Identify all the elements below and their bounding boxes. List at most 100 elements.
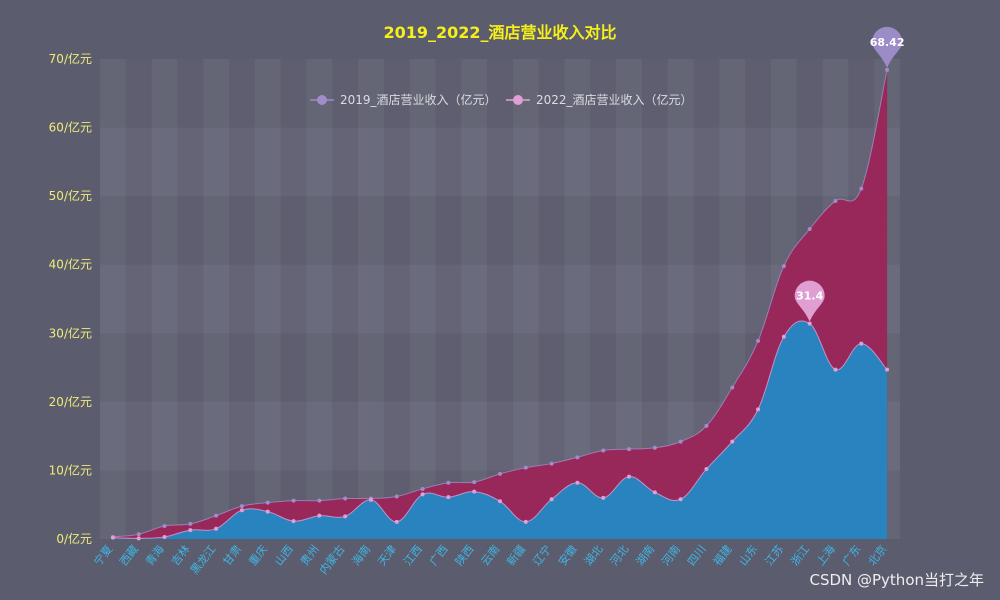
data-point-0-6[interactable] [265, 500, 270, 505]
x-tick-label: 福建 [710, 542, 735, 568]
chart-title: 2019_2022_酒店营业收入对比 [383, 23, 616, 42]
y-tick-label: 30/亿元 [49, 325, 92, 340]
data-point-1-8[interactable] [317, 513, 322, 518]
y-tick-label: 60/亿元 [49, 120, 92, 135]
data-point-0-22[interactable] [678, 439, 683, 444]
data-point-0-29[interactable] [859, 186, 864, 191]
data-point-1-18[interactable] [575, 480, 580, 485]
data-point-1-29[interactable] [859, 341, 864, 346]
data-point-0-24[interactable] [730, 385, 735, 390]
data-point-1-17[interactable] [549, 497, 554, 502]
data-point-1-27[interactable] [807, 321, 812, 326]
data-point-1-2[interactable] [162, 534, 167, 539]
data-point-0-20[interactable] [627, 447, 632, 452]
data-point-1-14[interactable] [472, 489, 477, 494]
data-point-1-9[interactable] [343, 514, 348, 519]
x-tick-label: 湖南 [633, 543, 657, 568]
data-point-0-16[interactable] [523, 465, 528, 470]
data-point-1-15[interactable] [498, 499, 502, 504]
data-point-1-24[interactable] [730, 439, 735, 444]
data-point-0-4[interactable] [214, 513, 219, 518]
data-point-0-3[interactable] [188, 521, 193, 526]
legend-marker-2022 [513, 95, 523, 105]
data-point-1-20[interactable] [627, 474, 632, 479]
legend-label-2019: 2019_酒店营业收入（亿元） [340, 92, 497, 107]
data-point-1-1[interactable] [136, 536, 141, 541]
data-point-0-27[interactable] [807, 227, 812, 232]
data-point-1-3[interactable] [188, 528, 193, 533]
legend[interactable]: 2019_酒店营业收入（亿元） 2022_酒店营业收入（亿元） [310, 92, 693, 107]
data-point-1-25[interactable] [756, 407, 761, 412]
data-point-0-28[interactable] [833, 198, 838, 203]
legend-item-2022[interactable]: 2022_酒店营业收入（亿元） [506, 92, 693, 107]
x-tick-label: 重庆 [246, 542, 271, 568]
data-point-1-26[interactable] [781, 334, 786, 339]
x-tick-label: 青海 [142, 542, 167, 568]
grid-band [229, 59, 255, 539]
annotation-pin-0: 68.42 [870, 26, 904, 68]
x-tick-label: 新疆 [504, 542, 529, 568]
annotation-pins: 68.42 31.4 [794, 26, 904, 322]
data-point-0-9[interactable] [343, 496, 348, 501]
data-markers [110, 67, 890, 541]
data-point-1-12[interactable] [420, 492, 425, 497]
x-tick-label: 海南 [349, 542, 374, 568]
data-point-0-8[interactable] [317, 498, 322, 503]
x-tick-label: 上海 [813, 542, 838, 568]
x-tick-label: 湖北 [582, 543, 606, 568]
data-point-1-22[interactable] [678, 497, 683, 502]
data-point-1-21[interactable] [652, 490, 657, 495]
x-tick-label: 四川 [685, 543, 709, 568]
data-point-0-1[interactable] [136, 532, 141, 537]
x-tick-label: 江西 [401, 543, 425, 568]
data-point-0-5[interactable] [239, 504, 244, 509]
x-tick-label: 陕西 [452, 542, 477, 568]
data-point-0-2[interactable] [162, 523, 167, 528]
data-point-1-5[interactable] [239, 508, 244, 513]
data-point-0-18[interactable] [575, 455, 580, 460]
data-point-0-26[interactable] [781, 264, 786, 269]
data-point-1-13[interactable] [446, 495, 451, 500]
data-point-1-10[interactable] [368, 497, 373, 502]
grid-band [435, 59, 462, 539]
data-point-0-12[interactable] [420, 486, 425, 491]
data-point-1-28[interactable] [833, 367, 838, 372]
data-point-1-6[interactable] [265, 509, 270, 514]
x-tick-label: 广西 [427, 543, 451, 568]
data-point-1-23[interactable] [704, 467, 709, 472]
data-point-0-13[interactable] [446, 480, 451, 485]
grid-band [487, 59, 513, 539]
data-point-1-0[interactable] [110, 535, 115, 540]
grid-band [332, 59, 359, 539]
data-point-1-7[interactable] [291, 519, 296, 524]
data-point-1-19[interactable] [601, 495, 606, 500]
x-tick-label: 安徽 [555, 542, 580, 568]
data-point-0-7[interactable] [291, 498, 296, 503]
grid-band [280, 59, 307, 539]
grid-band [177, 59, 204, 539]
x-tick-label: 广东 [840, 543, 864, 568]
x-tick-label: 天津 [375, 543, 399, 568]
data-point-1-11[interactable] [394, 519, 399, 524]
data-point-0-19[interactable] [601, 448, 606, 453]
data-point-0-14[interactable] [472, 480, 477, 485]
data-point-0-15[interactable] [498, 471, 502, 476]
x-tick-label: 甘肃 [221, 543, 245, 568]
y-tick-label: 0/亿元 [56, 531, 92, 546]
area-series-1 [112, 320, 888, 539]
grid-band [125, 59, 152, 539]
data-point-0-17[interactable] [549, 461, 554, 466]
data-point-0-25[interactable] [756, 338, 761, 343]
y-tick-label: 10/亿元 [49, 462, 92, 477]
data-point-1-30[interactable] [885, 367, 890, 372]
data-point-0-23[interactable] [704, 423, 709, 428]
data-point-1-16[interactable] [523, 519, 528, 524]
x-tick-label: 西藏 [117, 543, 141, 568]
data-point-0-21[interactable] [652, 445, 657, 450]
grid-band [538, 59, 565, 539]
legend-item-2019[interactable]: 2019_酒店营业收入（亿元） [310, 92, 497, 107]
data-point-0-30[interactable] [885, 67, 890, 72]
data-point-1-4[interactable] [214, 526, 219, 531]
data-point-0-11[interactable] [394, 494, 399, 499]
